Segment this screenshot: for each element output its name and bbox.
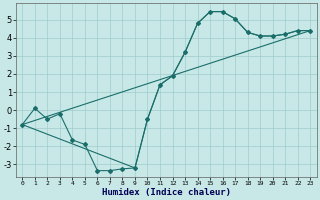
X-axis label: Humidex (Indice chaleur): Humidex (Indice chaleur) (102, 188, 231, 197)
